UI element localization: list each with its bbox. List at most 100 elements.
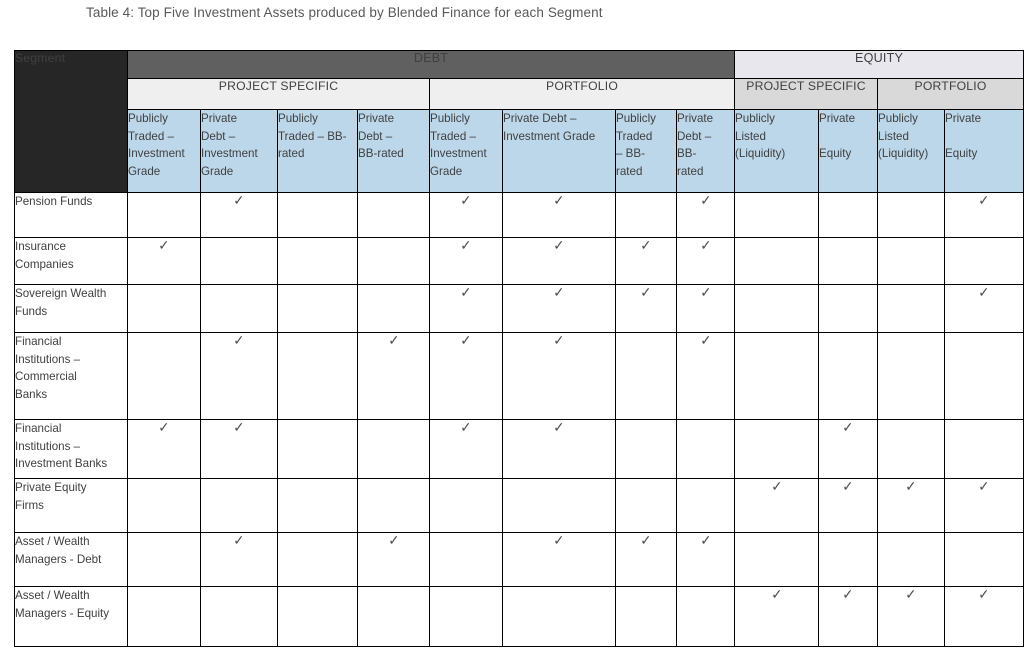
cell-r6-c11: ✓ (877, 478, 946, 533)
cell-r2-c12 (944, 237, 1025, 285)
cell-r7-c2: ✓ (200, 532, 278, 587)
cell-r8-c1 (127, 586, 201, 647)
cell-r2-c9 (734, 237, 820, 285)
cell-r6-c3 (277, 478, 358, 533)
cell-r3-c11 (877, 284, 946, 333)
column-header-line: rated (278, 147, 305, 160)
table-caption: Table 4: Top Five Investment Assets prod… (86, 5, 603, 20)
table-row: Sovereign Wealth Funds ✓ ✓ ✓ ✓ ✓ (14, 284, 1025, 333)
column-header-line: rated (677, 164, 704, 178)
column-header-line: rated (616, 164, 643, 178)
check-icon: ✓ (770, 586, 783, 602)
column-header-line: Equity (945, 147, 978, 160)
row-label-line: Asset / Wealth (15, 589, 90, 602)
cell-r7-c5 (429, 532, 503, 587)
cell-r4-c12 (944, 332, 1025, 420)
row-label-line: Funds (15, 304, 48, 318)
check-icon: ✓ (842, 478, 854, 494)
cell-r5-c4 (357, 419, 430, 479)
row-label-7: Asset / Wealth Managers - Debt (14, 532, 128, 587)
check-icon: ✓ (233, 419, 245, 435)
check-icon: ✓ (770, 478, 783, 494)
column-header-9: Publicly Listed (Liquidity) (734, 109, 820, 193)
band-debt: DEBT (126, 50, 736, 79)
column-header-line: Grade (201, 164, 234, 178)
check-icon: ✓ (978, 284, 990, 300)
cell-r2-c3 (277, 237, 358, 285)
row-label-4: Financial Institutions – Commercial Banks (14, 332, 128, 420)
cell-r1-c2: ✓ (200, 192, 278, 238)
cell-r7-c3 (277, 532, 358, 587)
cell-r8-c12: ✓ (944, 586, 1025, 647)
column-header-1: Publicly Traded – Investment Grade (127, 109, 201, 193)
cell-r8-c10: ✓ (818, 586, 879, 647)
cell-r2-c1: ✓ (127, 237, 201, 285)
table-row: Insurance Companies ✓ ✓ ✓ ✓ ✓ (14, 237, 1025, 285)
column-header-line: Listed (878, 129, 909, 143)
cell-r5-c5: ✓ (429, 419, 503, 479)
row-label-line: Banks (15, 387, 48, 401)
table-data-rows: Pension Funds ✓ ✓ ✓ ✓ ✓ Insurance Companies ✓ ✓ ✓ ✓… (14, 192, 1025, 647)
subband-equity-portfolio: PORTFOLIO (877, 78, 1025, 110)
row-label-line: Institutions – (15, 352, 81, 366)
check-icon: ✓ (460, 419, 472, 435)
cell-r5-c1: ✓ (127, 419, 201, 479)
cell-r1-c12: ✓ (944, 192, 1025, 238)
row-label-3: Sovereign Wealth Funds (14, 284, 128, 333)
row-label-line: Sovereign Wealth (15, 287, 107, 300)
column-header-line: Private (819, 112, 856, 125)
column-header-4: Private Debt – BB-rated (357, 109, 430, 193)
check-icon: ✓ (553, 284, 565, 300)
cell-r3-c1 (127, 284, 201, 333)
cell-r5-c7 (615, 419, 677, 479)
row-label-line: Financial (15, 422, 62, 435)
row-label-line: Private Equity (15, 481, 87, 494)
cell-r2-c7: ✓ (615, 237, 677, 285)
column-header-line: Grade (430, 164, 463, 178)
table-row: Private Equity Firms ✓ ✓ ✓ ✓ (14, 478, 1025, 533)
check-icon: ✓ (699, 284, 712, 300)
row-label-8: Asset / Wealth Managers - Equity (14, 586, 128, 647)
column-header-7: Publicly Traded – BB-rated (615, 109, 677, 193)
table-row: Asset / Wealth Managers - Equity ✓ ✓ ✓ ✓ (14, 586, 1025, 647)
column-header-line: Debt – (201, 129, 236, 143)
cell-r3-c10 (818, 284, 879, 333)
check-icon: ✓ (553, 237, 565, 253)
check-icon: ✓ (553, 332, 565, 348)
check-icon: ✓ (460, 192, 472, 208)
subband-debt-portfolio: PORTFOLIO (428, 78, 736, 110)
cell-r3-c7: ✓ (615, 284, 677, 333)
cell-r7-c6: ✓ (502, 532, 616, 587)
column-header-line: – BB- (616, 147, 645, 160)
cell-r3-c4 (357, 284, 430, 333)
row-label-line: Firms (15, 498, 44, 512)
column-header-2: Private Debt – Investment Grade (200, 109, 278, 193)
cell-r3-c8: ✓ (675, 284, 736, 333)
check-icon: ✓ (699, 192, 712, 208)
column-header-line: Publicly (430, 112, 470, 125)
column-header-line: Private (201, 112, 238, 125)
cell-r8-c4 (357, 586, 430, 647)
cell-r4-c2: ✓ (200, 332, 278, 420)
cell-r4-c5: ✓ (429, 332, 503, 420)
check-icon: ✓ (553, 532, 565, 548)
cell-r6-c1 (127, 478, 201, 533)
cell-r1-c7 (615, 192, 677, 238)
check-icon: ✓ (905, 586, 917, 602)
subband-debt-project-specific: PROJECT SPECIFIC (127, 78, 430, 110)
check-icon: ✓ (640, 237, 652, 253)
cell-r7-c10 (818, 532, 879, 587)
check-icon: ✓ (460, 237, 472, 253)
column-header-line: Private (358, 112, 395, 125)
check-icon: ✓ (460, 284, 472, 300)
cell-r7-c4: ✓ (357, 532, 430, 587)
cell-r8-c6 (502, 586, 616, 647)
cell-r4-c7 (615, 332, 677, 420)
row-label-line: Commercial (15, 370, 77, 383)
subband-equity-project-specific: PROJECT SPECIFIC (734, 78, 879, 110)
check-icon: ✓ (699, 237, 712, 253)
column-header-line: Debt – (358, 129, 393, 143)
check-icon: ✓ (842, 419, 854, 435)
cell-r3-c6: ✓ (502, 284, 616, 333)
cell-r4-c11 (877, 332, 946, 420)
